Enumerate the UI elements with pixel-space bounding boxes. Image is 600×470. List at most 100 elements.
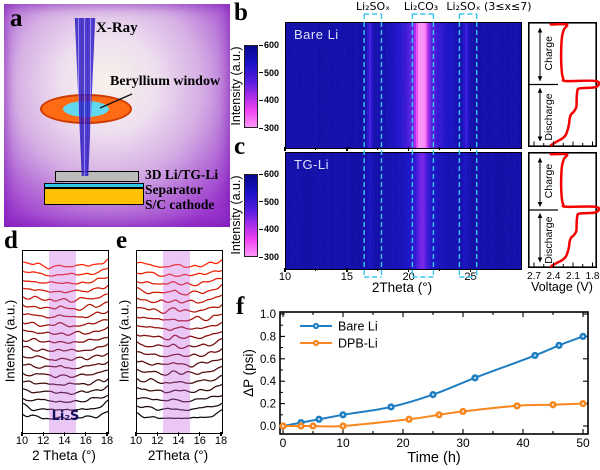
y-axis-label: ΔP (psi) [241, 349, 256, 397]
data-point-center [299, 424, 303, 428]
colorbar-tick-label: 400 [264, 224, 280, 235]
separator-label: Separator [145, 182, 203, 197]
colorbar-c [244, 174, 258, 257]
xrd-curve [22, 410, 109, 421]
heatmap-x-tick-label: 25 [464, 271, 477, 283]
waterfall-e-xlabel: 2Theta (°) [147, 448, 209, 463]
colorbar-tick-label: 500 [264, 67, 280, 78]
panel-letter-b: b [234, 0, 248, 26]
discharge-label: Discharge [543, 93, 555, 140]
colorbar-tick-mark [259, 201, 263, 203]
colorbar-tick-mark [259, 44, 263, 46]
panel-letter-c: c [234, 133, 246, 160]
circle-shape [314, 341, 318, 345]
circle-shape [314, 324, 318, 328]
waterfall-tick-label: 14 [58, 435, 71, 447]
colorbar-b [244, 45, 258, 128]
axis-minor-tick [377, 147, 379, 150]
xrd-curve [22, 293, 109, 303]
data-point-center [581, 335, 585, 338]
panel-letter-a: a [10, 5, 23, 32]
waterfall-tick-label: 16 [193, 435, 206, 447]
x-axis-label: Time (h) [407, 450, 460, 466]
axis-minor-tick [439, 147, 441, 150]
discharge-label: Discharge [543, 216, 555, 263]
highlight-band-e [162, 251, 191, 433]
cathode-layer [44, 188, 144, 205]
y-tick-label: 0.8 [260, 331, 276, 343]
axis-tick [135, 432, 137, 436]
data-point-center [341, 424, 345, 428]
data-point-center [557, 344, 561, 347]
x-tick-label: 50 [576, 436, 590, 450]
xrd-curve [22, 385, 109, 396]
data-point-center [407, 418, 411, 421]
xrd-curve [22, 326, 109, 336]
colorbar-tick-label: 600 [264, 40, 280, 50]
waterfall-d-ylabel: Intensity (a.u.) [2, 299, 18, 383]
cathode-label: S/C cathode [145, 197, 215, 212]
axis-tick [156, 432, 158, 436]
axis-tick [85, 432, 87, 436]
xrd-curve [137, 304, 223, 315]
colorbar-tick-mark [259, 72, 263, 74]
axis-tick [408, 147, 410, 151]
xrd-curve [22, 276, 109, 285]
xrd-curve [22, 336, 109, 344]
x-tick-label: 0 [280, 436, 287, 450]
axis-tick [21, 432, 23, 436]
xray-label: X-Ray [96, 20, 138, 36]
legend-label: DPB-Li [338, 337, 378, 351]
axis-tick [220, 432, 222, 436]
xrd-curve [136, 365, 223, 376]
axis-minor-tick [439, 268, 441, 271]
voltage-xaxis-label: Voltage (V) [531, 280, 593, 294]
xrd-curve [137, 259, 223, 269]
xrd-curve [22, 343, 109, 352]
xrd-curve [136, 313, 223, 322]
voltage-profile-b: Charge Discharge [528, 22, 600, 148]
polygon-shape [537, 136, 543, 142]
series-line-dpb-li [283, 402, 584, 428]
data-point-center [515, 404, 519, 407]
panel-letter-e: e [116, 227, 128, 254]
data-point-center [533, 354, 537, 357]
heatmap-x-tick-label: 20 [402, 271, 415, 283]
charge-label: Charge [543, 164, 555, 199]
xrd-curve [136, 409, 223, 420]
heatmap-x-tick-label: 15 [340, 271, 353, 283]
xrd-curve [22, 394, 109, 404]
waterfall-tick-label: 18 [214, 435, 228, 447]
colorbar-tick-label: 300 [264, 252, 280, 262]
colorbar-tick-mark [259, 127, 263, 129]
axis-tick [42, 432, 44, 436]
axis-tick [346, 147, 348, 151]
xrd-curve [136, 269, 223, 277]
axis-tick [63, 432, 66, 436]
waterfall-d-canvas [22, 258, 109, 421]
li2s-label: Li₂S [51, 409, 80, 424]
colorbar-b-label: Intensity (a.u.) [229, 46, 243, 126]
data-point-center [581, 402, 585, 405]
waterfall-tick-label: 12 [37, 435, 50, 447]
voltage-profile-c: Charge Discharge [528, 152, 600, 269]
heatmap-bare-li: Bare Li [285, 22, 522, 149]
xrd-curve [22, 301, 109, 311]
y-tick-label: 1.0 [260, 309, 276, 321]
xrd-curve [136, 394, 223, 403]
panel-letter-f: f [236, 293, 245, 320]
pointer-line [99, 93, 133, 109]
y-tick-label: 0.6 [260, 354, 276, 366]
xrd-curve [22, 378, 109, 386]
xrd-curve [22, 399, 109, 412]
voltage-tick-label: 1.8 [585, 271, 600, 282]
heatmap-xaxis-label: 2Theta (°) [371, 280, 433, 295]
waterfall-e-canvas [136, 259, 223, 420]
axis-tick [346, 268, 348, 272]
waterfall-d-xlabel: 2 Theta (°) [32, 448, 96, 463]
polygon-shape [537, 87, 543, 93]
data-point-center [473, 376, 477, 379]
x-tick-label: 10 [336, 436, 350, 450]
data-point-center [389, 405, 393, 409]
waterfall-e-ylabel: Intensity (a.u.) [116, 299, 132, 383]
